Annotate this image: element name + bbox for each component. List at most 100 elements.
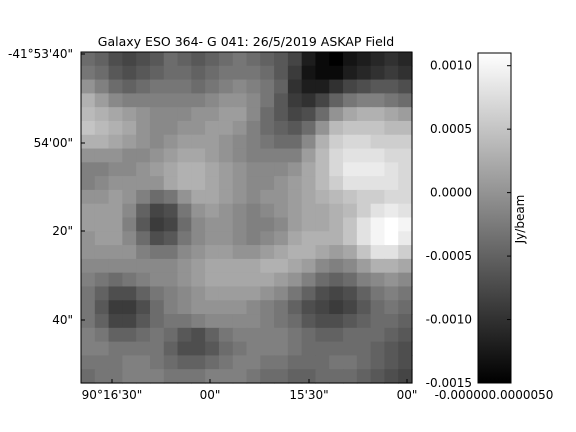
- heatmap-cell: [384, 65, 399, 81]
- heatmap-cell: [191, 341, 206, 357]
- heatmap-cell: [149, 65, 165, 81]
- heatmap-cell: [329, 217, 344, 232]
- heatmap-cell: [163, 327, 179, 343]
- heatmap-cell: [108, 134, 123, 150]
- heatmap-cell: [81, 314, 96, 329]
- heatmap-cell: [149, 355, 165, 370]
- heatmap-cell: [205, 341, 220, 357]
- heatmap-cell: [232, 355, 248, 370]
- heatmap-cell: [136, 176, 151, 191]
- heatmap-cell: [149, 162, 165, 177]
- heatmap-cell: [163, 176, 179, 191]
- heatmap-cell: [81, 217, 96, 232]
- heatmap-cell: [384, 258, 399, 274]
- heatmap-cell: [205, 93, 220, 108]
- heatmap-cell: [274, 272, 289, 288]
- heatmap-cell: [329, 286, 344, 301]
- heatmap-cell: [122, 176, 137, 191]
- heatmap-cell: [232, 79, 248, 94]
- heatmap-cell: [94, 79, 110, 94]
- heatmap-cell: [315, 369, 330, 384]
- heatmap-cell: [301, 52, 317, 67]
- heatmap-cell: [218, 355, 234, 370]
- heatmap-cell: [274, 52, 289, 67]
- heatmap-cell: [398, 93, 413, 108]
- heatmap-cell: [343, 300, 358, 315]
- heatmap-cell: [177, 134, 192, 150]
- heatmap-cell: [246, 314, 261, 329]
- heatmap-cell: [246, 217, 261, 232]
- heatmap-cell: [398, 341, 413, 357]
- heatmap-cell: [122, 217, 137, 232]
- heatmap-cell: [246, 120, 261, 136]
- heatmap-cell: [218, 107, 234, 122]
- heatmap-cell: [398, 79, 413, 94]
- heatmap-cell: [136, 286, 151, 301]
- heatmap-cell: [398, 272, 413, 288]
- heatmap-cell: [260, 341, 275, 357]
- heatmap-cell: [177, 107, 192, 122]
- heatmap-cell: [356, 120, 372, 136]
- heatmap-cell: [343, 231, 358, 246]
- heatmap-cell: [122, 355, 137, 370]
- heatmap-cell: [81, 203, 96, 219]
- heatmap-cell: [94, 327, 110, 343]
- heatmap-cell: [287, 162, 303, 177]
- heatmap-cell: [163, 341, 179, 357]
- heatmap-cell: [136, 355, 151, 370]
- heatmap-cell: [356, 355, 372, 370]
- heatmap-cell: [246, 300, 261, 315]
- heatmap-cell: [108, 120, 123, 136]
- heatmap-cell: [315, 189, 330, 205]
- heatmap-cell: [149, 327, 165, 343]
- heatmap-cell: [177, 52, 192, 67]
- heatmap-cell: [260, 52, 275, 67]
- heatmap-cell: [287, 245, 303, 260]
- heatmap-cell: [398, 231, 413, 246]
- heatmap-cell: [163, 245, 179, 260]
- heatmap-cell: [149, 300, 165, 315]
- heatmap-cell: [81, 79, 96, 94]
- heatmap-cell: [260, 93, 275, 108]
- heatmap-cell: [177, 65, 192, 81]
- heatmap-cell: [218, 217, 234, 232]
- heatmap-cell: [232, 245, 248, 260]
- heatmap-cell: [246, 203, 261, 219]
- heatmap-cell: [191, 134, 206, 150]
- heatmap-cell: [398, 369, 413, 384]
- heatmap-cell: [287, 272, 303, 288]
- heatmap-cell: [108, 203, 123, 219]
- heatmap-cell: [81, 148, 96, 163]
- heatmap-cell: [191, 120, 206, 136]
- heatmap-cell: [370, 245, 386, 260]
- heatmap-cell: [232, 148, 248, 163]
- heatmap-cell: [191, 189, 206, 205]
- heatmap-cell: [163, 258, 179, 274]
- heatmap-cell: [301, 341, 317, 357]
- heatmap-cell: [370, 93, 386, 108]
- heatmap-cell: [315, 93, 330, 108]
- heatmap-cell: [315, 52, 330, 67]
- heatmap-cell: [232, 176, 248, 191]
- heatmap-cell: [136, 369, 151, 384]
- heatmap-cell: [398, 65, 413, 81]
- x-tick-label: 15'30": [289, 388, 328, 402]
- heatmap-cell: [343, 272, 358, 288]
- heatmap-cell: [343, 286, 358, 301]
- heatmap-cell: [191, 314, 206, 329]
- heatmap-cell: [370, 52, 386, 67]
- heatmap-cell: [177, 286, 192, 301]
- heatmap-cell: [370, 258, 386, 274]
- heatmap-cell: [122, 369, 137, 384]
- heatmap-cell: [398, 134, 413, 150]
- heatmap-cell: [108, 341, 123, 357]
- heatmap-cell: [384, 245, 399, 260]
- heatmap-cell: [370, 203, 386, 219]
- heatmap-cell: [136, 272, 151, 288]
- heatmap-cell: [163, 134, 179, 150]
- heatmap-cell: [398, 286, 413, 301]
- heatmap-cell: [246, 148, 261, 163]
- heatmap-cell: [370, 272, 386, 288]
- heatmap-cell: [122, 65, 137, 81]
